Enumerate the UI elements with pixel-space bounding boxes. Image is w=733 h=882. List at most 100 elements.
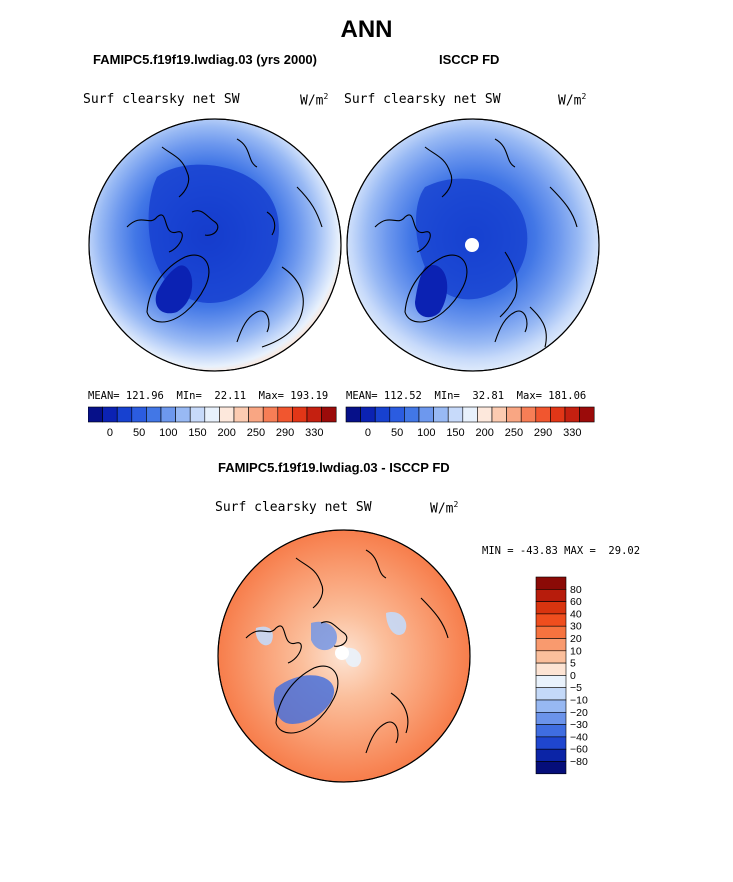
diff-title: FAMIPC5.f19f19.lwdiag.03 - ISCCP FD [218,460,450,475]
diff-colorbar-swatch [535,589,567,602]
colorbar-tick-label: 150 [188,427,206,439]
colorbar-swatch [160,406,176,423]
colorbar-swatch [102,406,118,423]
colorbar-tick-label: 250 [247,427,265,439]
colorbar-swatch [535,406,551,423]
diff-colorbar-swatch [535,761,567,775]
diff-colorbar-label: −60 [570,744,588,756]
diff-colorbar-label: −10 [570,695,588,707]
panel1-polar-map [88,118,342,372]
colorbar-swatch [262,406,279,423]
panel2-case-title: ISCCP FD [439,52,500,67]
colorbar-tick-label: 100 [417,427,435,439]
diff-colorbar-swatch [535,699,567,713]
colorbar-swatch [564,406,580,423]
colorbar-tick-label: 200 [476,427,494,439]
colorbar-swatch [277,406,293,423]
colorbar-tick-label: 0 [107,427,113,439]
diff-colorbar-label: −5 [570,682,582,694]
colorbar-tick-label: 290 [276,427,294,439]
diff-colorbar-swatch [535,576,567,590]
colorbar-tick-label: 290 [534,427,552,439]
colorbar-swatch [292,406,308,423]
colorbar-swatch [506,406,522,423]
diff-blue-patch-2 [386,612,407,636]
panel2-stats: MEAN= 112.52 MIn= 32.81 Max= 181.06 [346,390,587,402]
panel2-variable-label: Surf clearsky net SW [344,92,501,107]
diff-colorbar-swatch [535,675,567,689]
colorbar-swatch [418,406,434,423]
diff-colorbar-label: 5 [570,658,576,670]
diff-colorbar-swatch [535,712,567,725]
diff-colorbar-swatch [535,748,567,762]
colorbar-swatch [462,406,478,423]
diff-colorbar-label: 30 [570,621,582,633]
panel1-colorbar: 0 50 100 150 200 250 290 330 [88,406,337,439]
colorbar-swatch [579,406,595,423]
colorbar-swatch [477,406,493,423]
colorbar-swatch [248,406,264,423]
diff-blue-patch-1 [311,621,337,651]
colorbar-tick-label: 330 [563,427,581,439]
panel1-stats: MEAN= 121.96 MIn= 22.11 Max= 193.19 [88,390,329,402]
diff-colorbar-swatch [535,724,567,738]
season-title: ANN [340,16,393,43]
diff-colorbar-label: −30 [570,719,588,731]
panel2-colorbar: 0 50 100 150 200 250 290 330 [345,406,595,439]
colorbar-tick-label: 200 [218,427,236,439]
colorbar-tick-label: 250 [505,427,523,439]
colorbar-swatch [116,406,133,423]
diff-colorbar-swatch [535,662,567,676]
colorbar-tick-label: 50 [391,427,403,439]
colorbar-tick-label: 150 [446,427,464,439]
diff-units: W/m2 [430,500,459,517]
diff-colorbar-label: 20 [570,633,582,645]
colorbar-swatch [204,406,220,423]
colorbar-swatch [389,406,405,423]
panel1-greenland-region [155,265,193,314]
diff-colorbar-swatch [535,736,567,750]
diff-colorbar-label: 10 [570,645,582,657]
panel1-variable-label: Surf clearsky net SW [83,92,240,107]
diff-colorbar-label: −20 [570,707,588,719]
colorbar-swatch [360,406,376,423]
diff-colorbar-swatch [535,601,567,615]
colorbar-tick-label: 330 [305,427,323,439]
colorbar-swatch [491,406,507,423]
panel1-coastlines [126,138,323,348]
diff-pole-hole [335,646,349,660]
diff-colorbar-label: −80 [570,756,588,768]
colorbar-swatch [321,406,337,423]
panel1-units: W/m2 [300,92,329,109]
colorbar-swatch [189,406,206,423]
colorbar-tick-label: 50 [133,427,145,439]
colorbar-swatch [433,406,449,423]
diff-stats: MIN = -43.83 MAX = 29.02 [482,545,641,557]
colorbar-swatch [88,406,103,423]
colorbar-swatch [520,406,537,423]
diff-variable-label: Surf clearsky net SW [215,500,372,515]
diff-colorbar-swatch [535,650,567,664]
colorbar-swatch [374,406,391,423]
diff-colorbar-label: 0 [570,670,576,682]
colorbar-swatch [345,406,361,423]
colorbar-tick-label: 100 [159,427,177,439]
diff-colorbar-swatch [535,638,567,652]
diff-coastlines [245,549,449,754]
diff-colorbar-swatch [535,687,567,701]
top-colorbars: 0 50 100 150 200 250 290 330 0 50 100 150 200 250 290… [88,406,595,439]
diff-colorbar-swatch [535,625,567,639]
diff-polar-map [217,529,471,783]
panel2-coastlines [374,138,578,348]
diff-greenland-patch [273,675,335,724]
panel2-polar-map [346,118,600,372]
diff-colorbar-label: 60 [570,596,582,608]
colorbar-swatch [447,406,464,423]
colorbar-swatch [306,406,322,423]
colorbar-tick-label: 0 [365,427,371,439]
colorbar-swatch [404,406,420,423]
colorbar-swatch [550,406,566,423]
diff-colorbar-label: 40 [570,608,582,620]
diff-blue-patch-4 [344,647,362,668]
